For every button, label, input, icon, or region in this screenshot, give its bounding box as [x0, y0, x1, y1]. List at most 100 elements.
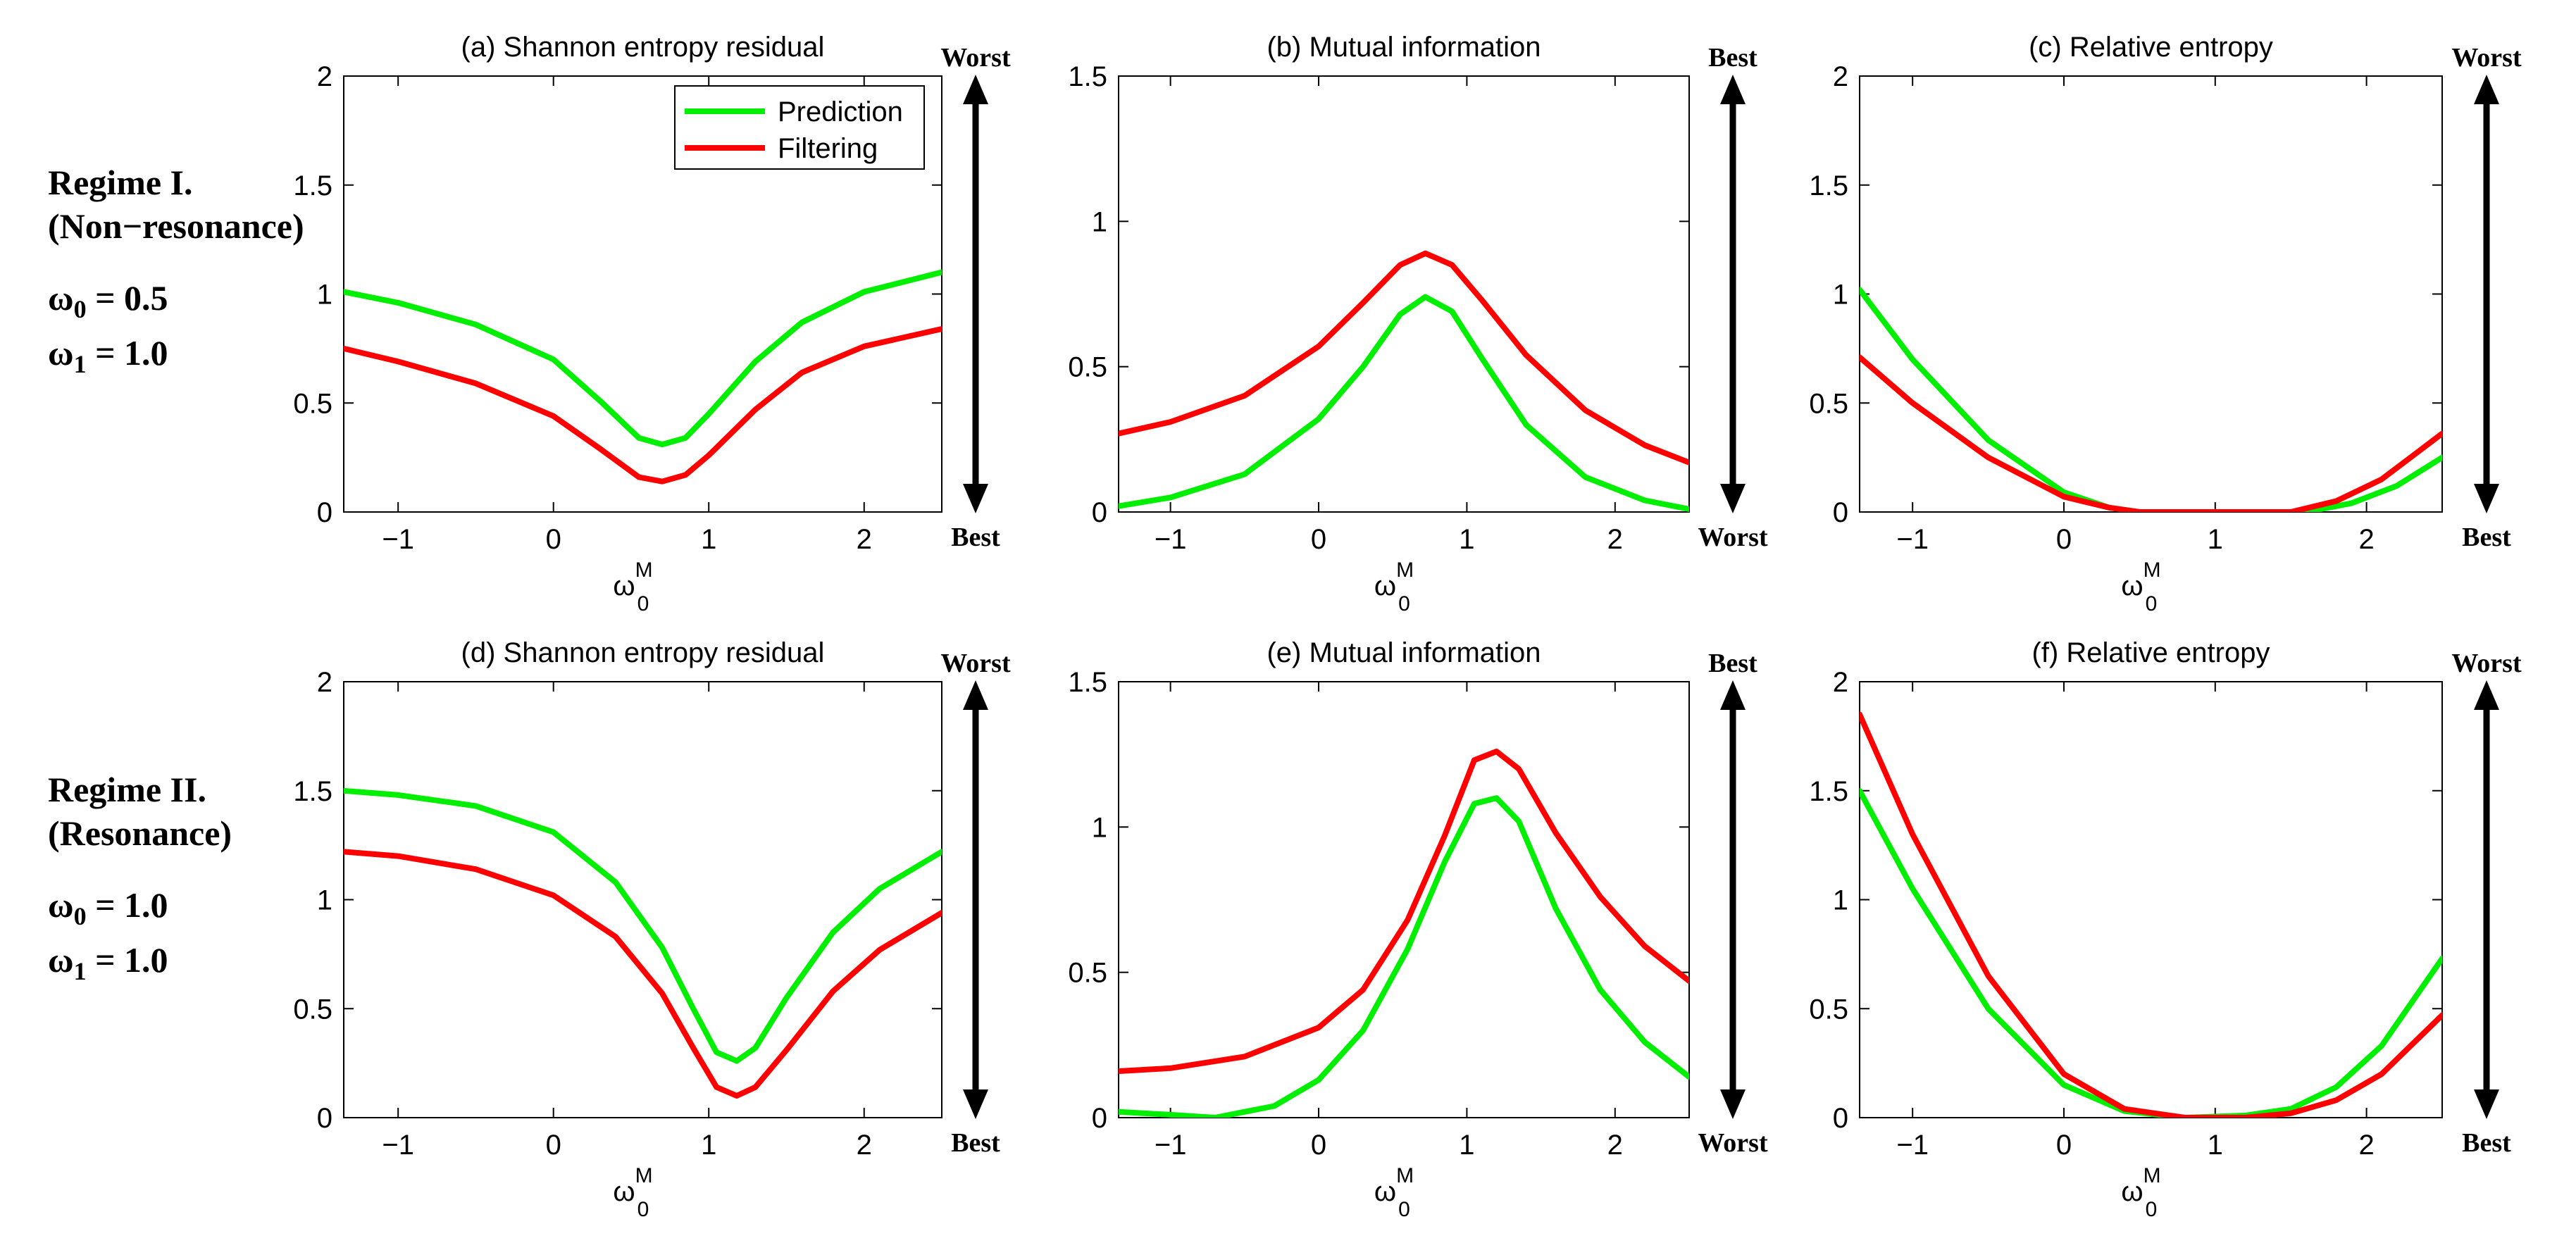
regime-2-label: Regime II. (Resonance) ω0 = 1.0 ω1 = 1.0: [48, 768, 232, 993]
y-tick-label: 1: [317, 280, 332, 311]
y-tick-label: 0: [1833, 1103, 1848, 1134]
y-tick-label: 1: [1092, 206, 1107, 237]
arrow-head-down: [1720, 1089, 1746, 1119]
arrow-head-up: [963, 680, 988, 710]
y-tick-label: 0: [317, 497, 332, 528]
x-tick-label: 0: [546, 1130, 561, 1161]
y-tick-label: 1: [1833, 885, 1848, 916]
chart-a: (a) Shannon entropy residual −1 0 1 2 0 0.5 1 1.…: [293, 32, 1011, 616]
series-line-filtering: [344, 326, 942, 485]
y-tick-label: 1.5: [293, 170, 332, 201]
axes-box: [1118, 75, 1690, 513]
x-tick-label: 0: [1311, 1130, 1326, 1161]
x-axis-sub: 0: [2146, 1198, 2158, 1221]
arrow-label-bottom: Worst: [1698, 523, 1768, 552]
regime-2-param-1: ω0 = 1.0: [48, 885, 168, 930]
y-tick-label: 0: [1833, 497, 1848, 528]
x-axis-label: ωM 0: [1374, 558, 1414, 616]
x-axis-symbol: ω: [2121, 570, 2143, 601]
y-tick-label: 0.5: [293, 994, 332, 1025]
y-tick-label: 1.5: [1068, 667, 1107, 698]
ranking-arrow: Best Worst: [1698, 649, 1768, 1158]
regime-1-subtitle: (Non−resonance): [48, 206, 304, 246]
chart-title: (a) Shannon entropy residual: [461, 32, 825, 63]
y-tick-label: 1: [1092, 812, 1107, 843]
x-axis-sup: M: [1396, 558, 1414, 582]
arrow-head-down: [1720, 484, 1746, 513]
x-tick-label: 0: [1311, 524, 1326, 555]
y-tick-label: 1.5: [293, 776, 332, 807]
arrow-head-down: [963, 484, 988, 513]
y-tick-label: 2: [1833, 61, 1848, 92]
y-tick-label: 2: [317, 61, 332, 92]
x-axis-symbol: ω: [2121, 1176, 2143, 1207]
arrow-label-top: Worst: [940, 649, 1011, 678]
x-axis-symbol: ω: [1374, 570, 1396, 601]
chart-title: (e) Mutual information: [1267, 637, 1541, 668]
x-tick-label: −1: [382, 1130, 414, 1161]
series-line-filtering: [1119, 250, 1689, 466]
arrow-head-up: [1720, 680, 1746, 710]
legend-label: Filtering: [778, 133, 878, 164]
series-line-prediction: [344, 269, 942, 448]
series-line-filtering: [1860, 711, 2442, 1118]
ranking-arrow: Worst Best: [940, 43, 1011, 552]
x-tick-label: 2: [2358, 524, 2374, 555]
x-axis-label: ωM 0: [2121, 1164, 2160, 1221]
x-axis-label: ωM 0: [613, 558, 652, 616]
y-tick-label: 0.5: [1068, 352, 1107, 383]
x-tick-label: 0: [2056, 524, 2072, 555]
axes-box: [1118, 681, 1690, 1118]
x-tick-label: −1: [382, 524, 414, 555]
series-group: [344, 269, 942, 485]
x-axis-label: ωM 0: [613, 1164, 652, 1221]
legend-label: Prediction: [778, 96, 903, 127]
x-tick-label: 2: [1607, 524, 1623, 555]
arrow-label-top: Best: [1708, 43, 1757, 73]
x-tick-label: −1: [1896, 524, 1929, 555]
series-group: [1119, 250, 1689, 512]
x-axis-sub: 0: [637, 1198, 649, 1221]
regime-1-param-2: ω1 = 1.0: [48, 333, 168, 378]
x-axis-sub: 0: [637, 592, 649, 616]
x-axis-sup: M: [635, 1164, 653, 1187]
arrow-label-top: Worst: [940, 43, 1011, 73]
arrow-label-bottom: Worst: [1698, 1128, 1768, 1158]
x-tick-label: 0: [2056, 1130, 2072, 1161]
series-line-filtering: [1860, 354, 2442, 512]
ranking-arrow: Best Worst: [1698, 43, 1768, 552]
chart-d: (d) Shannon entropy residual −1 0 1 2 0 0.5 1 1.…: [293, 637, 1011, 1221]
chart-title: (f) Relative entropy: [2032, 637, 2270, 668]
x-axis-sup: M: [2143, 1164, 2161, 1187]
x-axis-sub: 0: [1398, 1198, 1410, 1221]
y-tick-label: 0.5: [1809, 994, 1848, 1025]
y-tick-label: 2: [1833, 667, 1848, 698]
y-tick-label: 1: [317, 885, 332, 916]
x-tick-label: 2: [857, 524, 872, 555]
y-tick-label: 1.5: [1809, 776, 1848, 807]
ranking-arrow: Worst Best: [2451, 649, 2522, 1158]
chart-title: (c) Relative entropy: [2029, 32, 2273, 63]
chart-f: (f) Relative entropy −1 0 1 2 0 0.5 1 1.5 2 ωM 0 Wor…: [1809, 637, 2522, 1221]
chart-e: (e) Mutual information −1 0 1 2 0 0.5 1 1.5 ωM 0 Be…: [1068, 637, 1768, 1221]
chart-title: (b) Mutual information: [1267, 32, 1541, 63]
x-tick-label: 2: [857, 1130, 872, 1161]
axes-box: [343, 681, 942, 1118]
arrow-head-down: [2474, 484, 2499, 513]
x-tick-label: 1: [1459, 1130, 1474, 1161]
y-tick-label: 0: [1092, 497, 1107, 528]
arrow-label-bottom: Best: [951, 1128, 1000, 1158]
x-tick-label: 2: [1607, 1130, 1623, 1161]
arrow-head-down: [963, 1089, 988, 1119]
x-tick-label: 2: [2358, 1130, 2374, 1161]
series-line-prediction: [1119, 795, 1689, 1118]
y-tick-label: 2: [317, 667, 332, 698]
chart-c: (c) Relative entropy −1 0 1 2 0 0.5 1 1.5 2 ωM 0 Wor…: [1809, 32, 2522, 616]
x-axis-label: ωM 0: [2121, 558, 2160, 616]
series-line-prediction: [1860, 787, 2442, 1118]
y-tick-label: 1.5: [1809, 170, 1848, 201]
y-tick-label: 0.5: [1809, 388, 1848, 419]
x-tick-label: 1: [1459, 524, 1474, 555]
regime-1-label: Regime I. (Non−resonance) ω0 = 0.5 ω1 = …: [48, 161, 304, 386]
y-tick-label: 0.5: [293, 388, 332, 419]
